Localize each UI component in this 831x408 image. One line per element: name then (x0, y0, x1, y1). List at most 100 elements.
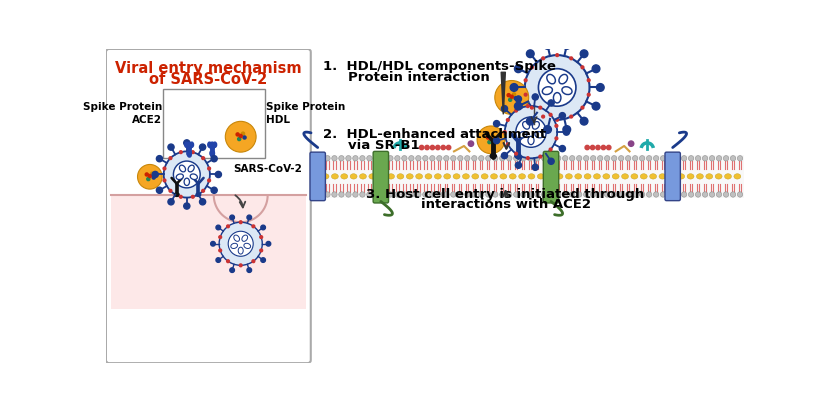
Circle shape (514, 102, 522, 110)
Circle shape (532, 164, 538, 171)
Circle shape (702, 192, 708, 197)
Ellipse shape (556, 174, 563, 179)
Circle shape (225, 121, 256, 152)
Circle shape (534, 155, 540, 161)
Circle shape (618, 192, 624, 197)
Circle shape (563, 155, 568, 161)
Circle shape (488, 141, 491, 144)
FancyBboxPatch shape (543, 151, 558, 203)
Ellipse shape (668, 174, 676, 179)
Circle shape (515, 96, 522, 102)
Circle shape (247, 268, 252, 273)
Circle shape (229, 231, 253, 256)
Ellipse shape (312, 174, 320, 179)
Circle shape (152, 171, 159, 177)
Ellipse shape (190, 174, 198, 180)
Circle shape (227, 260, 229, 263)
Ellipse shape (397, 174, 404, 179)
Text: 1.  HDL/HDL components-Spike: 1. HDL/HDL components-Spike (323, 60, 556, 73)
Circle shape (191, 151, 194, 153)
Circle shape (191, 195, 194, 198)
Circle shape (569, 155, 575, 161)
Circle shape (563, 126, 571, 133)
Ellipse shape (535, 131, 543, 138)
Circle shape (580, 118, 588, 125)
Circle shape (542, 57, 544, 60)
Circle shape (542, 115, 544, 118)
Circle shape (591, 145, 595, 150)
Circle shape (675, 155, 680, 161)
Ellipse shape (350, 174, 357, 179)
Circle shape (570, 57, 573, 60)
Circle shape (628, 141, 634, 146)
Circle shape (401, 155, 407, 161)
Ellipse shape (559, 74, 568, 84)
Ellipse shape (565, 174, 573, 179)
Circle shape (607, 145, 611, 150)
Circle shape (514, 65, 522, 73)
Text: 3. Host cell entry is initiated through: 3. Host cell entry is initiated through (366, 188, 645, 201)
Circle shape (507, 93, 510, 97)
Ellipse shape (584, 174, 591, 179)
Circle shape (444, 155, 449, 161)
Circle shape (612, 192, 617, 197)
Circle shape (219, 236, 222, 239)
Circle shape (243, 136, 246, 139)
Polygon shape (214, 195, 268, 222)
Circle shape (542, 155, 547, 161)
Circle shape (458, 192, 463, 197)
Ellipse shape (612, 174, 619, 179)
Circle shape (583, 192, 589, 197)
Circle shape (360, 155, 365, 161)
Circle shape (514, 152, 518, 155)
Circle shape (583, 155, 589, 161)
Circle shape (435, 145, 440, 150)
Circle shape (450, 192, 456, 197)
Ellipse shape (208, 142, 211, 147)
Circle shape (626, 155, 631, 161)
Circle shape (208, 167, 210, 170)
Ellipse shape (696, 174, 703, 179)
Circle shape (527, 157, 529, 160)
Circle shape (395, 192, 400, 197)
Ellipse shape (184, 142, 189, 147)
Ellipse shape (659, 174, 666, 179)
Circle shape (581, 106, 584, 109)
Circle shape (559, 113, 565, 119)
Circle shape (332, 192, 337, 197)
Circle shape (525, 55, 589, 120)
Circle shape (444, 192, 449, 197)
Ellipse shape (547, 174, 553, 179)
Circle shape (528, 192, 533, 197)
Circle shape (346, 192, 352, 197)
Circle shape (156, 155, 163, 162)
Circle shape (450, 155, 456, 161)
Ellipse shape (179, 165, 185, 172)
Circle shape (430, 192, 435, 197)
Ellipse shape (435, 174, 441, 179)
Circle shape (681, 155, 686, 161)
Circle shape (526, 118, 534, 125)
Text: Spike Protein: Spike Protein (83, 102, 162, 113)
Circle shape (588, 79, 590, 82)
Circle shape (710, 192, 715, 197)
Circle shape (530, 66, 534, 69)
Circle shape (239, 134, 243, 137)
Circle shape (723, 155, 729, 161)
Circle shape (593, 102, 600, 110)
Circle shape (401, 192, 407, 197)
Circle shape (524, 79, 527, 82)
Circle shape (563, 42, 571, 49)
Ellipse shape (406, 174, 413, 179)
Circle shape (169, 157, 172, 160)
Ellipse shape (425, 174, 432, 179)
Circle shape (493, 192, 498, 197)
Circle shape (675, 192, 680, 197)
Circle shape (374, 155, 379, 161)
Circle shape (261, 258, 265, 262)
Text: SARS-CoV-2: SARS-CoV-2 (233, 164, 302, 174)
Text: interactions with ACE2: interactions with ACE2 (420, 197, 591, 211)
Circle shape (164, 151, 210, 197)
Ellipse shape (378, 174, 385, 179)
Circle shape (593, 65, 600, 73)
